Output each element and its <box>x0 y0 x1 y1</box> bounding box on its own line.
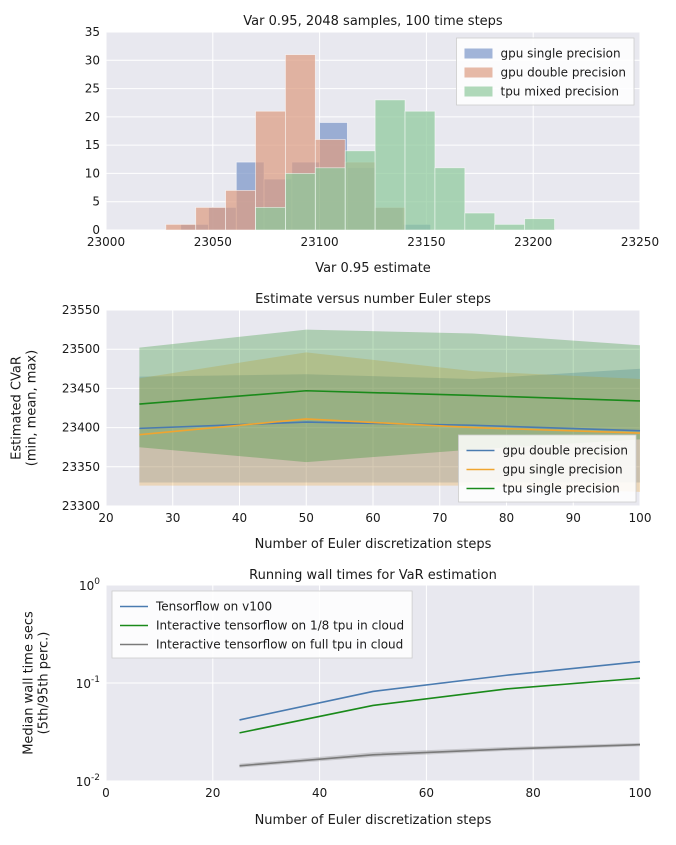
tick-exponent: -2 <box>91 773 100 783</box>
euler-estimate-y-tick-label: 23550 <box>62 303 100 317</box>
legend-label-interactive-tensorflow-on-full-tpu-in-cloud: Interactive tensorflow on full tpu in cl… <box>156 638 403 652</box>
euler-estimate-y-tick-label: 23400 <box>62 421 100 435</box>
wall-time-y-axis-label: Median wall time secs(5th/95th perc.) <box>22 611 52 755</box>
histogram-y-tick-label: 0 <box>92 223 100 237</box>
legend-label-gpu-double-precision: gpu double precision <box>500 66 626 80</box>
histogram-panel: 23000 23050 23100 23150 23200 23250 0 5 10 15 20 25… <box>85 14 659 276</box>
histogram-bar <box>494 223 526 231</box>
histogram-x-axis-label: Var 0.95 estimate <box>315 261 431 276</box>
legend-label-tpu-single-precision: tpu single precision <box>502 482 619 496</box>
wall-time-legend: Tensorflow on v100 Interactive tensorflow… <box>111 590 413 659</box>
histogram-y-tick-label: 10 <box>85 166 100 180</box>
histogram-x-tick-label: 23000 <box>87 235 125 249</box>
legend-label-gpu-single-precision: gpu single precision <box>500 47 620 61</box>
histogram-bar <box>434 167 466 231</box>
histogram-title: Var 0.95, 2048 samples, 100 time steps <box>243 14 503 29</box>
wall-time-x-tick-label: 60 <box>419 786 434 800</box>
euler-estimate-title: Estimate versus number Euler steps <box>255 292 491 307</box>
histogram-bar <box>255 206 286 231</box>
wall-time-x-tick-label: 100 <box>629 786 652 800</box>
tick-base: 10 <box>76 677 91 691</box>
euler-estimate-legend-frame <box>458 434 637 503</box>
histogram-bar <box>524 218 555 231</box>
legend-swatch-gpu-double-precision <box>464 67 493 78</box>
tick-base: 10 <box>76 775 91 789</box>
wall-time-x-axis-label: Number of Euler discretization steps <box>255 813 492 828</box>
histogram-bar <box>374 99 406 231</box>
histogram-bar <box>225 189 256 231</box>
histogram-y-tick-label: 30 <box>85 53 100 67</box>
line-interactive-tensorflow-on-full-tpu-in-cloud <box>239 743 641 767</box>
wall-time-title: Running wall times for VaR estimation <box>249 568 497 583</box>
histogram-x-tick-label: 23250 <box>621 235 659 249</box>
histogram-bar <box>314 167 346 231</box>
euler-estimate-x-tick-label: 50 <box>299 511 314 525</box>
euler-estimate-y-tick-label: 23450 <box>62 381 100 395</box>
euler-estimate-y-tick-label: 23500 <box>62 342 100 356</box>
histogram-bar <box>285 173 316 231</box>
histogram-bar <box>195 206 227 231</box>
wall-time-x-tick-label: 20 <box>205 786 220 800</box>
tick-exponent: 0 <box>94 577 100 587</box>
wall-time-y-tick-label: 10-2 <box>76 773 100 789</box>
euler-estimate-legend: gpu double precision gpu single precision… <box>458 434 637 503</box>
y-axis-label-line: (5th/95th perc.) <box>37 632 52 735</box>
euler-estimate-x-tick-label: 80 <box>499 511 514 525</box>
histogram-y-tick-label: 5 <box>92 195 100 209</box>
wall-time-y-tick-label: 10-1 <box>76 675 100 691</box>
histogram-legend: gpu single precision gpu double precision… <box>456 37 635 106</box>
euler-estimate-x-tick-label: 30 <box>165 511 180 525</box>
euler-estimate-panel: 20 30 40 50 60 70 80 90 100 23300 23350 23400 23450 2… <box>10 292 652 552</box>
histogram-x-tick-label: 23050 <box>194 235 232 249</box>
line-gpu-single-precision <box>139 418 641 436</box>
euler-estimate-x-tick-label: 60 <box>365 511 380 525</box>
legend-swatch-tpu-mixed-precision <box>464 86 493 97</box>
legend-label-tensorflow-on-v100: Tensorflow on v100 <box>155 600 272 614</box>
euler-estimate-y-axis-label: Estimated CVaR(min, mean, max) <box>10 350 40 466</box>
euler-estimate-x-tick-label: 20 <box>98 511 113 525</box>
euler-estimate-y-tick-label: 23350 <box>62 460 100 474</box>
histogram-y-tick-label: 25 <box>85 82 100 96</box>
y-axis-label-line: (min, mean, max) <box>25 350 40 466</box>
histogram-y-tick-label: 20 <box>85 110 100 124</box>
histogram-y-tick-label: 35 <box>85 25 100 39</box>
euler-estimate-x-tick-label: 100 <box>629 511 652 525</box>
euler-estimate-x-tick-label: 70 <box>432 511 447 525</box>
histogram-bar <box>404 110 436 231</box>
tick-exponent: -1 <box>91 675 100 685</box>
y-axis-label-line: Median wall time secs <box>22 611 37 755</box>
wall-time-x-tick-label: 0 <box>102 786 110 800</box>
line-tensorflow-on-v100 <box>239 660 641 721</box>
histogram-x-tick-label: 23200 <box>514 235 552 249</box>
legend-label-interactive-tensorflow-on-1-8-tpu-in-cloud: Interactive tensorflow on 1/8 tpu in clo… <box>156 619 404 633</box>
band-interactive-tensorflow-on-full-tpu-in-cloud <box>239 742 640 768</box>
histogram-y-tick-label: 15 <box>85 138 100 152</box>
euler-estimate-x-tick-label: 40 <box>232 511 247 525</box>
euler-estimate-x-tick-label: 90 <box>566 511 581 525</box>
histogram-series-tpu-mixed-precision <box>255 99 555 231</box>
euler-estimate-x-axis-label: Number of Euler discretization steps <box>255 537 492 552</box>
wall-time-y-tick-label: 100 <box>79 577 100 593</box>
legend-label-gpu-double-precision: gpu double precision <box>502 444 628 458</box>
wall-time-x-tick-label: 40 <box>312 786 327 800</box>
wall-time-x-tick-label: 80 <box>526 786 541 800</box>
tick-base: 10 <box>79 579 94 593</box>
legend-swatch-gpu-single-precision <box>464 48 493 59</box>
euler-estimate-y-tick-label: 23300 <box>62 499 100 513</box>
histogram-x-tick-label: 23100 <box>301 235 339 249</box>
line-interactive-tensorflow-on-1-8-tpu-in-cloud <box>239 677 641 734</box>
legend-label-gpu-single-precision: gpu single precision <box>502 463 622 477</box>
y-axis-label-line: Estimated CVaR <box>10 356 25 460</box>
wall-time-legend-frame <box>111 590 413 659</box>
histogram-bar <box>464 212 496 231</box>
histogram-x-tick-label: 23150 <box>407 235 445 249</box>
legend-label-tpu-mixed-precision: tpu mixed precision <box>500 85 618 99</box>
histogram-bar <box>344 150 376 231</box>
histogram-bar <box>165 223 197 231</box>
line-tpu-single-precision <box>139 389 641 405</box>
